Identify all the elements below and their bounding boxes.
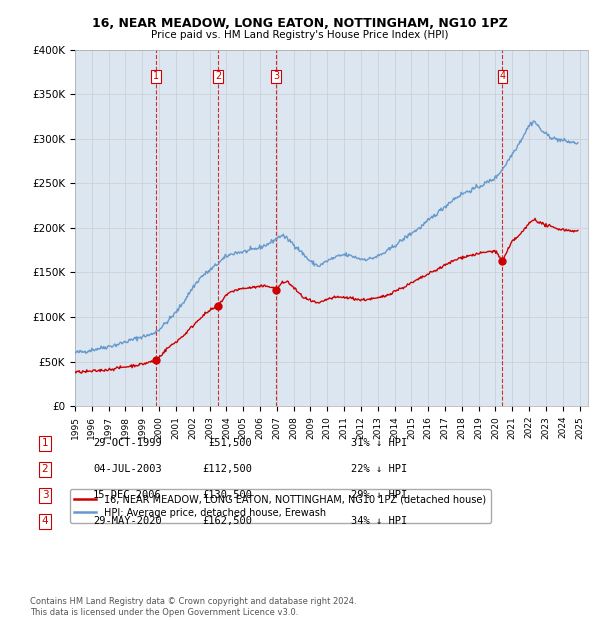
Text: 29-OCT-1999: 29-OCT-1999 [93,438,162,448]
Text: 34% ↓ HPI: 34% ↓ HPI [351,516,407,526]
Text: 29% ↓ HPI: 29% ↓ HPI [351,490,407,500]
Text: Price paid vs. HM Land Registry's House Price Index (HPI): Price paid vs. HM Land Registry's House … [151,30,449,40]
Text: £130,500: £130,500 [202,490,252,500]
Text: Contains HM Land Registry data © Crown copyright and database right 2024.
This d: Contains HM Land Registry data © Crown c… [30,598,356,617]
Legend: 16, NEAR MEADOW, LONG EATON, NOTTINGHAM, NG10 1PZ (detached house), HPI: Average: 16, NEAR MEADOW, LONG EATON, NOTTINGHAM,… [70,489,491,523]
Text: £162,500: £162,500 [202,516,252,526]
Text: 2: 2 [41,464,49,474]
Text: £51,500: £51,500 [208,438,252,448]
Text: 4: 4 [41,516,49,526]
Text: 04-JUL-2003: 04-JUL-2003 [93,464,162,474]
Text: 29-MAY-2020: 29-MAY-2020 [93,516,162,526]
Text: 3: 3 [41,490,49,500]
Text: 4: 4 [499,71,505,81]
Text: 22% ↓ HPI: 22% ↓ HPI [351,464,407,474]
Text: 1: 1 [41,438,49,448]
Text: 31% ↓ HPI: 31% ↓ HPI [351,438,407,448]
Text: 3: 3 [273,71,279,81]
Text: £112,500: £112,500 [202,464,252,474]
Text: 1: 1 [153,71,160,81]
Text: 2: 2 [215,71,221,81]
Text: 16, NEAR MEADOW, LONG EATON, NOTTINGHAM, NG10 1PZ: 16, NEAR MEADOW, LONG EATON, NOTTINGHAM,… [92,17,508,30]
Text: 15-DEC-2006: 15-DEC-2006 [93,490,162,500]
